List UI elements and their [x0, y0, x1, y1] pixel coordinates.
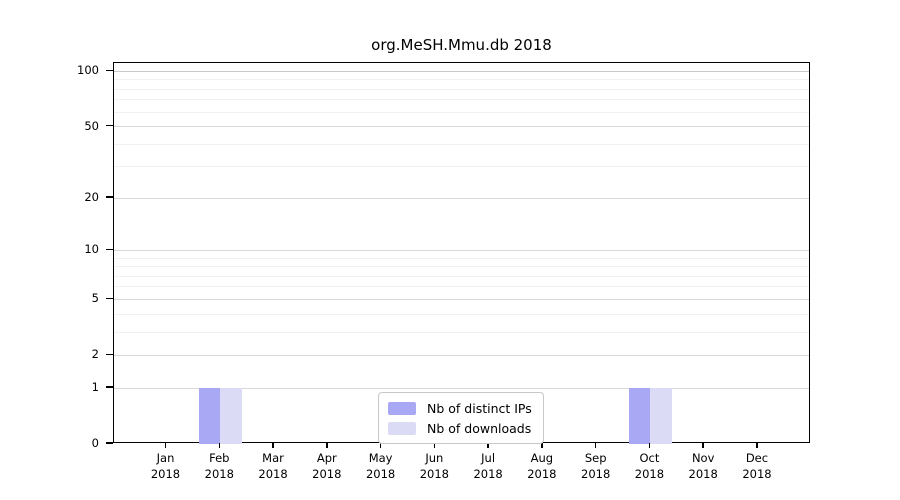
x-axis-tick — [379, 443, 382, 448]
year-label: 2018 — [527, 467, 557, 481]
gridline-minor — [114, 111, 809, 113]
year-label: 2018 — [204, 467, 234, 481]
month-label: Jun — [425, 451, 444, 465]
y-axis-tick-label: 10 — [84, 242, 99, 257]
gridline-major — [114, 249, 809, 251]
y-axis-tick-label: 2 — [91, 347, 99, 362]
gridline-minor — [114, 99, 809, 101]
gridline-minor — [114, 79, 809, 81]
bar-feb-distinct-ips — [198, 388, 221, 444]
y-axis-tick — [106, 297, 113, 300]
gridline-minor — [114, 266, 809, 268]
legend-item-downloads: Nb of downloads — [388, 418, 532, 438]
legend: Nb of distinct IPs Nb of downloads — [378, 392, 544, 444]
gridline-minor — [114, 331, 809, 333]
x-axis-tick-label: Sep 2018 — [565, 450, 627, 482]
y-axis-tick — [106, 353, 113, 356]
year-label: 2018 — [581, 467, 611, 481]
gridline-minor — [114, 257, 809, 259]
y-axis-tick — [106, 442, 113, 444]
year-label: 2018 — [688, 467, 718, 481]
month-label: Sep — [584, 451, 607, 465]
month-label: Nov — [691, 451, 715, 465]
x-axis-tick — [272, 443, 274, 448]
x-axis-tick-label: Nov 2018 — [672, 450, 734, 482]
x-axis-tick-label: May 2018 — [350, 450, 412, 482]
bar-feb-downloads — [220, 388, 242, 444]
year-label: 2018 — [419, 467, 449, 481]
legend-swatch-distinct-ips — [388, 401, 416, 415]
x-axis-tick-label: Mar 2018 — [242, 450, 304, 482]
gridline-major — [114, 197, 809, 199]
x-axis-tick — [648, 443, 651, 448]
month-label: Jan — [156, 451, 175, 465]
y-axis-tick-label: 50 — [84, 118, 99, 133]
x-axis-tick-label: Dec 2018 — [726, 450, 788, 482]
x-axis-tick — [326, 443, 328, 448]
gridline-major — [114, 387, 809, 389]
x-axis-tick-label: Aug 2018 — [511, 450, 573, 482]
gridline-minor — [114, 275, 809, 277]
gridline-minor — [114, 313, 809, 315]
gridline-minor — [114, 143, 809, 145]
x-axis-tick — [433, 443, 436, 448]
gridline-minor — [114, 88, 809, 90]
bar-oct-downloads — [650, 388, 672, 444]
year-label: 2018 — [634, 467, 665, 481]
month-label: Apr — [316, 451, 337, 465]
x-axis-tick-label: Jun 2018 — [403, 450, 465, 482]
x-axis-tick — [756, 443, 758, 448]
y-axis-tick — [106, 248, 113, 251]
x-axis-tick-label: Jul 2018 — [457, 450, 519, 482]
year-label: 2018 — [742, 467, 772, 481]
month-label: Aug — [530, 451, 554, 465]
x-axis-tick — [487, 443, 489, 448]
y-axis-tick — [106, 386, 113, 388]
legend-item-distinct-ips: Nb of distinct IPs — [388, 398, 532, 418]
gridline-major — [114, 126, 809, 128]
year-label: 2018 — [365, 467, 396, 481]
y-axis-tick-label: 1 — [91, 380, 99, 395]
y-axis-tick — [106, 124, 113, 127]
x-axis-tick — [218, 443, 221, 448]
bar-oct-distinct-ips — [629, 388, 651, 444]
month-label: Jul — [481, 451, 496, 465]
gridline-minor — [114, 286, 809, 288]
year-label: 2018 — [312, 467, 342, 481]
month-label: Feb — [209, 451, 230, 465]
month-label: Mar — [262, 451, 284, 465]
plot-area — [113, 62, 810, 444]
y-axis-tick — [106, 69, 113, 72]
gridline-minor — [114, 166, 809, 168]
gridline-top — [114, 70, 809, 72]
x-axis-tick — [164, 443, 167, 448]
y-axis-tick-label: 5 — [91, 291, 99, 306]
month-label: Dec — [745, 451, 769, 465]
legend-label-downloads: Nb of downloads — [427, 420, 532, 436]
x-axis-tick — [594, 443, 597, 448]
x-axis-tick — [541, 443, 543, 448]
y-axis-tick-label: 100 — [77, 63, 99, 78]
month-label: May — [368, 451, 393, 465]
gridline-major — [114, 354, 809, 356]
month-label: Oct — [639, 451, 660, 465]
y-axis-tick-label: 20 — [84, 190, 99, 205]
y-axis-tick-label: 0 — [91, 436, 99, 450]
chart-title: org.MeSH.Mmu.db 2018 — [371, 36, 552, 54]
x-axis-tick-label: Jan 2018 — [135, 450, 197, 482]
x-axis-tick — [702, 443, 704, 448]
y-axis-tick — [106, 196, 113, 198]
legend-swatch-downloads — [388, 421, 416, 435]
x-axis-tick-label: Feb 2018 — [188, 450, 250, 482]
legend-label-distinct-ips: Nb of distinct IPs — [427, 400, 532, 416]
gridline-major — [114, 298, 809, 300]
x-axis-tick-label: Apr 2018 — [296, 450, 358, 482]
year-label: 2018 — [258, 467, 288, 481]
x-axis-tick-label: Oct 2018 — [618, 450, 680, 482]
year-label: 2018 — [150, 467, 181, 481]
year-label: 2018 — [473, 467, 503, 481]
